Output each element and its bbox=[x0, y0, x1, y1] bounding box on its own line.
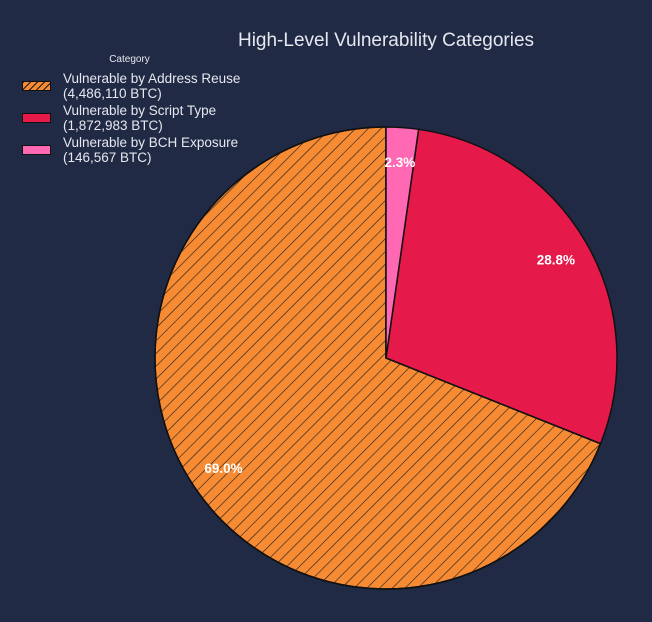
legend-value: (146,567 BTC) bbox=[63, 150, 152, 165]
pct-label: 28.8% bbox=[537, 253, 575, 268]
pie-slice bbox=[385, 126, 420, 359]
legend-category: Vulnerable by BCH Exposure bbox=[63, 135, 239, 150]
legend-swatch bbox=[22, 145, 51, 155]
legend-item: Vulnerable by Script Type (1,872,983 BTC) bbox=[22, 103, 240, 133]
pct-label: 2.3% bbox=[384, 155, 415, 170]
legend: Category Vulnerable by Address Reuse (4,4… bbox=[22, 54, 240, 167]
pie-slice-hatch bbox=[154, 126, 602, 590]
legend-category: Vulnerable by Script Type bbox=[63, 103, 217, 118]
legend-item: Vulnerable by Address Reuse (4,486,110 BT… bbox=[22, 71, 240, 101]
legend-swatch bbox=[22, 113, 51, 123]
legend-value: (4,486,110 BTC) bbox=[63, 86, 162, 101]
legend-swatch bbox=[22, 81, 51, 91]
legend-item: Vulnerable by BCH Exposure (146,567 BTC) bbox=[22, 135, 240, 165]
legend-label: Vulnerable by Script Type (1,872,983 BTC) bbox=[63, 103, 216, 133]
chart-title: High-Level Vulnerability Categories bbox=[237, 30, 535, 51]
pct-label: 69.0% bbox=[204, 461, 242, 476]
legend-category: Vulnerable by Address Reuse bbox=[63, 71, 241, 86]
legend-label: Vulnerable by BCH Exposure (146,567 BTC) bbox=[63, 135, 238, 165]
legend-value: (1,872,983 BTC) bbox=[63, 118, 163, 133]
legend-title: Category bbox=[109, 54, 150, 65]
legend-label: Vulnerable by Address Reuse (4,486,110 BT… bbox=[63, 71, 240, 101]
pie-slice bbox=[385, 128, 618, 445]
